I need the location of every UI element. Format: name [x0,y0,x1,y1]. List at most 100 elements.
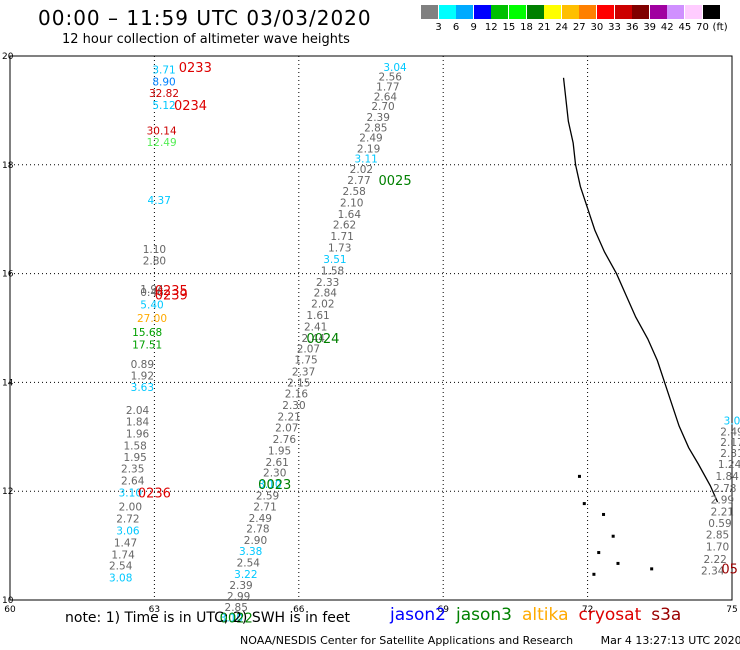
data-point-label: 1.58 [123,441,146,453]
data-point-label: 2.16 [285,388,309,400]
data-point-label: 1.75 [294,355,317,367]
time-label: 0233 [179,61,212,76]
data-point-label: 2.85 [706,530,729,542]
data-point-label: 2.33 [316,277,339,289]
island-marker [602,512,606,516]
colorbar-label: 33 [608,22,621,33]
time-label: 0024 [306,332,339,347]
data-point-label: 2.30 [263,468,286,480]
legend-item-jason2: jason2 [390,605,446,625]
x-tick-label: 60 [4,605,16,615]
y-tick-label: 18 [2,161,14,171]
data-point-label: 8.90 [152,77,175,89]
colorbar-label: 30 [590,22,604,33]
data-point-label: 30.14 [147,126,177,138]
island-marker [592,572,596,576]
data-point-label: 32.82 [149,88,179,100]
data-point-label: 2.77 [347,175,370,187]
time-label: 0235 [155,284,188,299]
island-marker [577,474,581,478]
data-point-label: 2.41 [304,321,327,333]
colorbar-label: 42 [660,22,674,33]
plot-frame [9,55,733,601]
data-point-label: 0.59 [708,518,731,530]
x-tick-label: 66 [293,605,305,615]
data-point-label: 2.99 [227,591,250,603]
time-label: 0022 [220,611,253,626]
data-point-label: 3.0 [724,415,740,427]
colorbar-swatch [685,5,702,19]
time-label: 0234 [174,99,207,114]
data-point-label: 2.54 [109,561,133,573]
data-point-label: 0.46 [140,287,164,299]
colorbar-label: 45 [678,22,692,33]
x-tick-label: 63 [149,605,160,615]
chart-title: 00:00 – 11:59 UTC 03/03/2020 [38,6,372,30]
data-point-label: 2.49 [249,513,272,525]
data-point-label: 3.10 [119,487,142,499]
data-point-label: 2.85 [225,602,248,614]
credit-line: NOAA/NESDIS Center for Satellite Applica… [240,634,740,647]
data-point-label: 2.19 [357,143,380,155]
legend-item-jason3: jason3 [456,605,512,625]
data-point-label: 2.04 [126,405,150,417]
data-point-label: 17.51 [132,339,162,351]
credit-text: NOAA/NESDIS Center for Satellite Applica… [240,634,574,647]
data-point-label: 2.71 [253,501,276,513]
data-point-label: 2.44 [302,333,326,345]
data-point-label: 1.84 [126,417,150,429]
data-point-label: 2.70 [371,101,394,113]
data-point-label: 1.95 [268,445,291,457]
data-point-label: 3.38 [239,546,262,558]
y-tick-label: 10 [2,596,14,606]
colorbar-label: 39 [643,22,657,33]
time-label: 0025 [379,174,412,189]
data-point-label: 3.08 [109,573,132,585]
colorbar-swatch [667,5,685,19]
data-point-label: 3.71 [152,65,175,77]
data-point-label: 1.74 [111,549,135,561]
data-point-label: 2.17 [720,437,740,449]
data-point-label: 2.49 [720,426,740,438]
time-label: 0239 [155,288,188,303]
data-point-label: 1.24 [718,459,740,471]
colorbar-label: 15 [502,22,516,33]
colorbar-swatch [509,5,526,19]
footer-note: note: 1) Time is in UTC; 2) SWH is in fe… [65,610,351,626]
colorbar-swatch [614,5,632,19]
data-point-label: 1.77 [376,81,399,93]
data-point-label: 2.39 [367,112,390,124]
x-tick-label: 72 [582,605,593,615]
colorbar-swatch [473,5,491,19]
data-point-label: 1.10 [143,244,166,256]
data-point-label: 2.10 [340,197,363,209]
data-point-label: 2.31 [720,448,740,460]
data-point-label: 2.78 [246,524,269,536]
data-point-label: 3.06 [116,525,140,537]
colorbar-label: 9 [470,22,477,33]
time-label: 05 [721,562,738,577]
data-point-label: 3.04 [383,62,407,74]
coastline [562,77,719,503]
colorbar-swatch [544,5,562,19]
data-point-label: 2.76 [273,434,297,446]
data-point-label: 2.64 [374,91,398,103]
data-point-label: 3.63 [131,382,154,394]
legend-item-altika: altika [522,605,569,625]
x-tick-label: 75 [726,605,737,615]
colorbar-swatch [438,5,456,19]
data-point-label: 3.10 [258,479,281,491]
data-point-label: 3.11 [354,153,377,165]
data-point-label: 2.07 [297,344,320,356]
colorbar-swatch [421,5,438,19]
data-point-label: 1.61 [306,310,329,322]
data-point-label: 2.99 [711,494,734,506]
data-point-label: 3.10 [220,612,243,624]
data-point-label: 15.68 [132,327,162,339]
data-point-label: 4.37 [148,195,171,207]
colorbar-swatch [702,5,720,19]
data-point-label: 1.73 [328,242,351,254]
time-label: 0236 [138,486,171,501]
data-point-label: 2.90 [244,535,267,547]
